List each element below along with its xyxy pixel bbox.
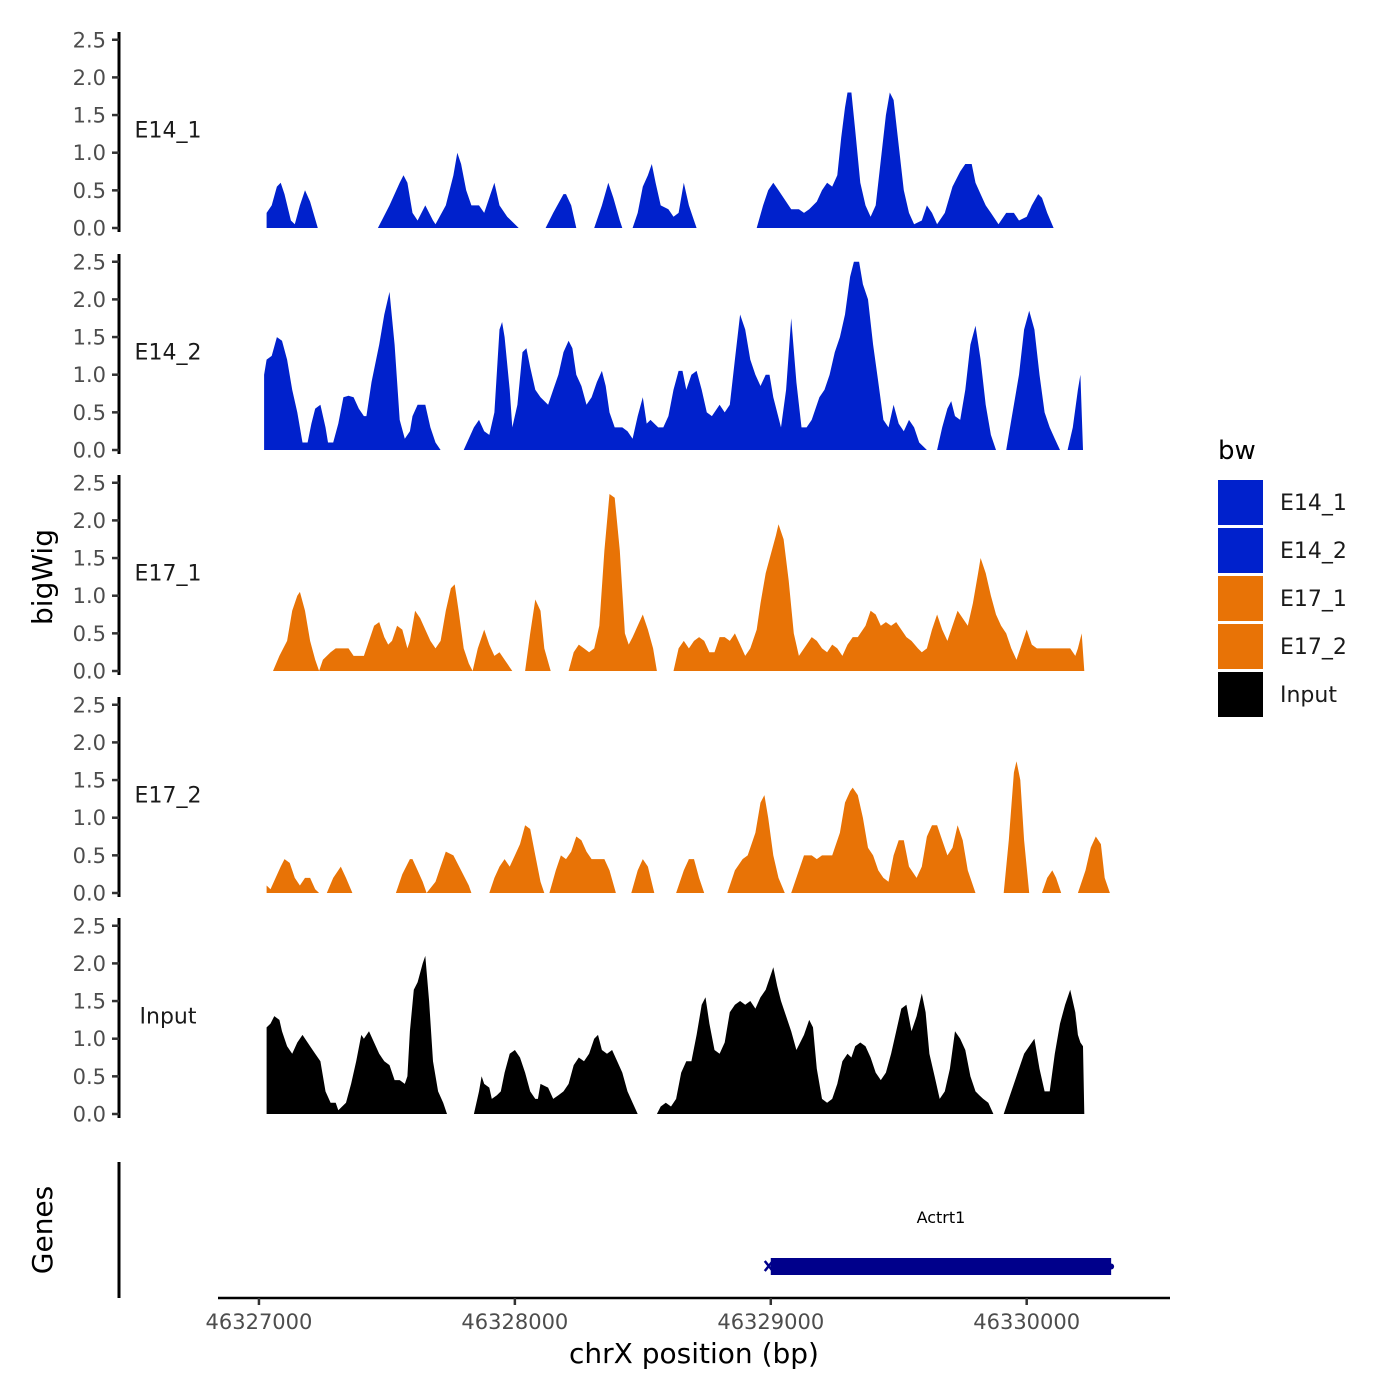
gene-start-marker [763,1260,774,1272]
y-tick-label: 2.5 [73,471,106,495]
coverage-area-input [266,955,1085,1114]
track-e14-1: 0.0 0.5 1.0 1.5 2.0 2.5 E14_1 [73,28,1054,241]
coverage-area-e14-2 [264,261,1084,450]
y-tick-label: 0.5 [73,401,106,425]
y-tick-label: 1.0 [73,141,106,165]
track-e17-2: 0.0 0.5 1.0 1.5 2.0 2.5 E17_2 [73,693,1110,906]
track-label: Input [140,1005,197,1030]
legend-item-e17-1: E17_1 [1218,576,1347,621]
y-tick-label: 0.0 [73,882,106,906]
legend-swatch [1218,576,1263,621]
legend-swatch [1218,624,1263,669]
legend-swatch [1218,528,1263,573]
x-axis-title: chrX position (bp) [569,1337,819,1370]
y-tick-label: 0.5 [73,622,106,646]
x-tick-label: 46328000 [461,1310,568,1334]
legend-title: bw [1218,436,1256,466]
legend-item-input: Input [1218,672,1337,717]
y-tick-label: 0.0 [73,1103,106,1127]
y-tick-label: 0.5 [73,1065,106,1089]
legend-label: E17_1 [1280,587,1347,612]
legend-item-e14-2: E14_2 [1218,528,1347,573]
legend-label: E14_1 [1280,491,1347,516]
y-tick-label: 1.0 [73,584,106,608]
y-axis-title: bigWig [26,529,59,625]
y-tick-label: 0.0 [73,217,106,241]
legend-label: Input [1280,683,1337,708]
gene-features: Actrt1 [763,1208,1115,1275]
gene-actrt1: Actrt1 [763,1208,1115,1275]
legend-label: E14_2 [1280,539,1347,564]
coverage-area-e17-2 [266,761,1110,893]
legend-swatch [1218,672,1263,717]
y-tick-label: 1.0 [73,363,106,387]
genes-panel: Genes Actrt1 [26,1162,1115,1298]
y-tick-label: 1.0 [73,806,106,830]
track-label: E14_1 [135,119,202,144]
y-tick-label: 2.5 [73,693,106,717]
y-tick-label: 2.0 [73,509,106,533]
y-tick-label: 0.0 [73,439,106,463]
y-tick-label: 2.0 [73,288,106,312]
track-label: E17_1 [135,562,202,587]
gene-label: Actrt1 [917,1208,966,1227]
track-label: E14_2 [135,341,202,366]
y-tick-label: 2.0 [73,731,106,755]
legend-item-e17-2: E17_2 [1218,624,1347,669]
y-tick-label: 1.0 [73,1027,106,1051]
legend-swatch [1218,480,1263,525]
y-tick-label: 0.5 [73,844,106,868]
y-tick-label: 1.5 [73,769,106,793]
y-tick-label: 2.0 [73,66,106,90]
x-tick-label: 46329000 [717,1310,824,1334]
y-tick-label: 0.0 [73,660,106,684]
y-tick-label: 2.5 [73,914,106,938]
coverage-area-e17-1 [273,494,1085,671]
y-tick-label: 0.5 [73,179,106,203]
legend-item-e14-1: E14_1 [1218,480,1347,525]
x-tick-label: 46327000 [206,1310,313,1334]
y-tick-label: 2.5 [73,250,106,274]
y-tick-label: 1.5 [73,990,106,1014]
gene-body [770,1258,1112,1275]
gene-end-marker [1108,1263,1115,1270]
y-tick-label: 1.5 [73,104,106,128]
coverage-area-e14-1 [266,92,1054,228]
signal-tracks: 0.0 0.5 1.0 1.5 2.0 2.5 E14_1 0.0 0.5 1.0 1.5 2.0 2.… [73,28,1110,1127]
x-axis-ticks: 46327000 46328000 46329000 46330000 [206,1298,1080,1334]
legend: bw E14_1 E14_2 E17_1 E17_2 Input [1218,436,1347,717]
y-tick-label: 2.0 [73,952,106,976]
legend-label: E17_2 [1280,635,1347,660]
track-input: 0.0 0.5 1.0 1.5 2.0 2.5 Input [73,914,1085,1127]
y-tick-label: 1.5 [73,326,106,350]
track-e17-1: 0.0 0.5 1.0 1.5 2.0 2.5 E17_1 [73,471,1085,684]
genes-axis-title: Genes [26,1186,59,1274]
track-e14-2: 0.0 0.5 1.0 1.5 2.0 2.5 E14_2 [73,250,1084,463]
y-tick-label: 1.5 [73,547,106,571]
legend-items: E14_1 E14_2 E17_1 E17_2 Input [1218,480,1347,717]
x-tick-label: 46330000 [973,1310,1080,1334]
y-tick-label: 2.5 [73,28,106,52]
track-label: E17_2 [135,784,202,809]
x-axis: 46327000 46328000 46329000 46330000 chrX po… [206,1296,1170,1370]
